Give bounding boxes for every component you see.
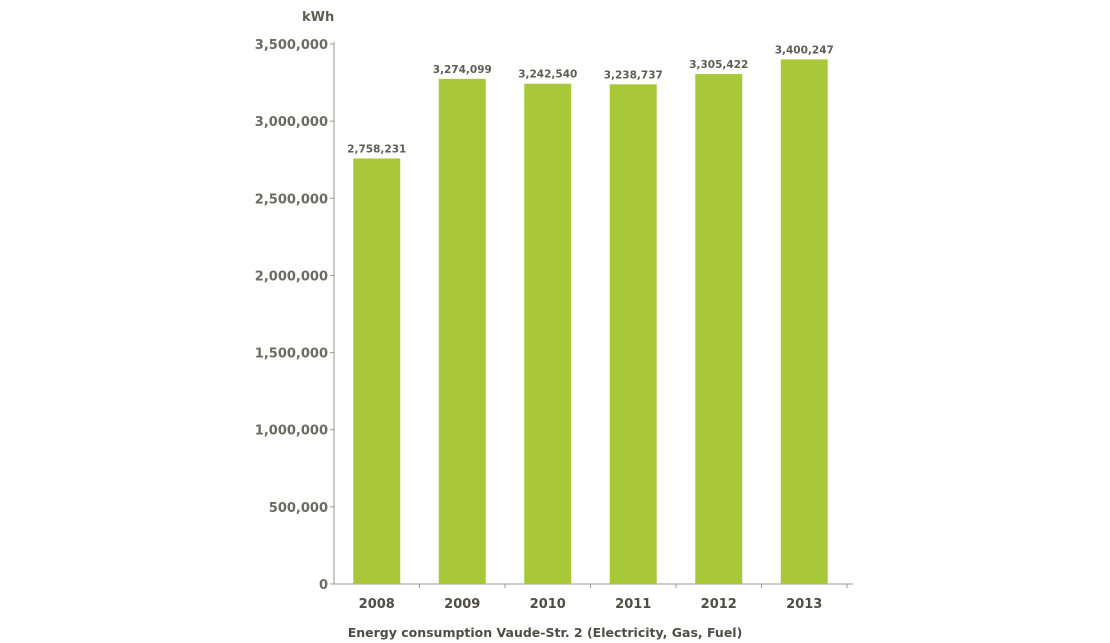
y-tick-label: 2,500,000 [255,192,328,207]
x-tick-label-2012: 2012 [701,597,737,612]
value-label-2008: 2,758,231 [347,143,406,155]
bar-2010 [524,83,572,584]
y-tick-label: 1,000,000 [255,424,328,439]
value-label-2009: 3,274,099 [433,64,492,76]
bars [353,59,828,585]
bar-2009 [438,78,486,584]
x-tick-label-2010: 2010 [530,597,566,612]
x-tick-label-2009: 2009 [444,597,480,612]
bar-2011 [609,84,657,585]
x-tick-label-2008: 2008 [359,597,395,612]
y-tick-label: 3,000,000 [255,115,328,130]
y-tick-label: 500,000 [269,501,328,516]
bar-2012 [695,74,743,585]
y-tick-label: 0 [319,578,328,593]
chart-caption: Energy consumption Vaude-Str. 2 (Electri… [348,625,743,640]
value-label-2013: 3,400,247 [775,44,834,56]
x-tick-label-2011: 2011 [615,597,651,612]
value-label-2012: 3,305,422 [689,59,748,71]
bar-2008 [353,158,401,584]
y-tick-label: 3,500,000 [255,38,328,53]
category-labels: 2008 2009 2010 2011 2012 2013 [359,597,823,612]
value-label-2010: 3,242,540 [518,69,577,81]
x-tick-label-2013: 2013 [786,597,822,612]
y-tick-label: 1,500,000 [255,347,328,362]
x-axis [334,583,853,588]
bar-2013 [780,59,828,585]
value-label-2011: 3,238,737 [604,69,663,81]
y-unit-label: kWh [302,10,334,25]
y-tick-label: 2,000,000 [255,269,328,284]
y-axis: 0 500,000 1,000,000 1,500,000 2,000,000 2,500… [255,38,335,593]
value-labels: 2,758,231 3,274,099 3,242,540 3,238,737 3,30… [347,44,834,155]
